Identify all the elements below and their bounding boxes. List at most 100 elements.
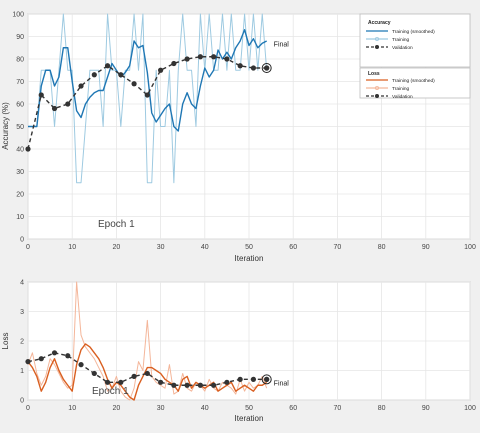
accuracy-legend-marker xyxy=(375,45,379,49)
accuracy-ytick-label: 60 xyxy=(16,102,24,109)
accuracy-legend: Accuracy Training (smoothed) Training Vali… xyxy=(359,13,471,68)
accuracy-xtick-label: 20 xyxy=(113,244,121,251)
accuracy-legend-label: Training (smoothed) xyxy=(392,29,435,35)
accuracy-validation-point xyxy=(51,105,58,112)
accuracy-validation-point xyxy=(25,146,31,152)
loss-series-layer xyxy=(25,281,270,401)
accuracy-validation-point xyxy=(250,65,257,71)
accuracy-final-point xyxy=(264,65,270,71)
accuracy-validation-point xyxy=(65,101,71,107)
loss-validation-point xyxy=(51,350,58,356)
accuracy-validation-point xyxy=(224,56,230,62)
loss-validation-point xyxy=(131,373,137,379)
accuracy-ytick-label: 80 xyxy=(16,57,24,64)
loss-ylabel: Loss xyxy=(1,333,10,350)
accuracy-validation-point xyxy=(78,83,84,89)
loss-validation-point xyxy=(25,359,31,365)
accuracy-ytick-label: 30 xyxy=(16,169,24,176)
accuracy-xtick-label: 60 xyxy=(289,244,297,251)
accuracy-ytick-label: 70 xyxy=(16,79,24,86)
accuracy-validation-point xyxy=(171,60,177,67)
loss-legend-label: Training (smoothed) xyxy=(392,78,435,84)
accuracy-xtick-label: 50 xyxy=(245,244,253,251)
loss-final-marker: Final xyxy=(261,374,290,387)
accuracy-final-marker: Final xyxy=(261,41,290,73)
loss-legend: Loss Training (smoothed) Training Validati… xyxy=(359,67,471,100)
accuracy-ytick-label: 50 xyxy=(16,124,24,131)
accuracy-legend-heading: Accuracy xyxy=(368,20,391,26)
loss-validation-point xyxy=(78,362,84,368)
accuracy-final-ring xyxy=(261,63,272,73)
loss-ytick-label: 1 xyxy=(20,368,24,375)
loss-xtick-label: 10 xyxy=(68,405,76,412)
loss-legend-box xyxy=(359,67,471,99)
accuracy-ytick-label: 20 xyxy=(16,192,24,199)
loss-tick-labels: 0 10 20 30 40 50 60 70 80 90 100 0 1 2 3 4 xyxy=(20,280,476,413)
accuracy-legend-box xyxy=(359,13,471,68)
accuracy-validation-point xyxy=(38,92,44,98)
loss-series-training-smoothed-line xyxy=(27,343,268,401)
accuracy-xtick-label: 80 xyxy=(378,244,386,251)
loss-xtick-label: 100 xyxy=(464,405,476,412)
loss-legend-label: Training xyxy=(392,86,409,92)
loss-validation-point xyxy=(171,382,177,388)
accuracy-validation-point xyxy=(104,63,111,69)
accuracy-ytick-label: 90 xyxy=(16,34,24,41)
accuracy-validation-point xyxy=(131,81,137,87)
accuracy-legend-marker xyxy=(374,37,379,42)
accuracy-ytick-label: 100 xyxy=(12,12,24,19)
accuracy-ylabel: Accuracy (%) xyxy=(1,102,10,150)
loss-ytick-label: 0 xyxy=(20,398,24,405)
loss-ytick-label: 3 xyxy=(20,309,24,316)
accuracy-xtick-label: 70 xyxy=(334,244,342,251)
accuracy-validation-point xyxy=(91,72,97,78)
loss-validation-point xyxy=(91,370,97,377)
loss-ytick-label: 4 xyxy=(20,280,24,287)
loss-xtick-label: 70 xyxy=(334,405,342,412)
loss-xtick-label: 0 xyxy=(26,405,30,412)
accuracy-xtick-label: 30 xyxy=(157,244,165,251)
loss-legend-label: Validation xyxy=(392,94,413,100)
loss-final-label: Final xyxy=(274,380,290,387)
accuracy-validation-point xyxy=(197,54,203,60)
accuracy-validation-point xyxy=(118,72,124,78)
loss-xtick-label: 50 xyxy=(245,405,253,412)
loss-legend-marker xyxy=(374,86,379,91)
loss-validation-point xyxy=(184,382,190,388)
accuracy-validation-point xyxy=(144,92,150,98)
loss-legend-marker xyxy=(375,94,379,98)
accuracy-final-label: Final xyxy=(274,41,290,48)
accuracy-xtick-label: 0 xyxy=(26,244,30,251)
loss-final-point xyxy=(264,376,270,382)
accuracy-legend-label: Validation xyxy=(392,45,413,51)
accuracy-xtick-label: 40 xyxy=(201,244,209,251)
accuracy-validation-point xyxy=(237,63,243,69)
accuracy-legend-label: Training xyxy=(392,37,409,43)
accuracy-xtick-label: 100 xyxy=(464,244,476,251)
loss-validation-point xyxy=(144,370,150,377)
accuracy-xtick-label: 10 xyxy=(68,244,76,251)
loss-validation-point xyxy=(65,353,71,359)
loss-axes: 0 10 20 30 40 50 60 70 80 90 100 0 1 2 3 4 Iteration Lo… xyxy=(1,280,476,424)
accuracy-epoch-annotation: Epoch 1 xyxy=(98,219,135,230)
loss-validation-point xyxy=(224,379,230,385)
loss-validation-point xyxy=(38,356,44,362)
accuracy-validation-point xyxy=(211,54,217,60)
loss-validation-point xyxy=(237,376,243,382)
accuracy-ytick-label: 40 xyxy=(16,147,24,154)
accuracy-validation-point xyxy=(158,67,164,73)
loss-validation-point xyxy=(158,379,164,385)
loss-final-ring xyxy=(261,374,272,385)
accuracy-tick-labels: 0 10 20 30 40 50 60 70 80 90 100 0 10 20 30 40 50 60 70 80 9… xyxy=(12,12,476,252)
loss-xtick-label: 60 xyxy=(289,405,297,412)
accuracy-series-training-smoothed-line xyxy=(28,29,267,132)
loss-validation-point xyxy=(118,379,124,385)
loss-epoch-annotation: Epoch 1 xyxy=(92,386,129,397)
accuracy-validation-point xyxy=(184,56,190,62)
loss-validation-point xyxy=(211,382,217,388)
accuracy-xlabel: Iteration xyxy=(235,254,264,263)
loss-validation-point xyxy=(104,379,111,385)
loss-validation-point xyxy=(197,382,203,388)
